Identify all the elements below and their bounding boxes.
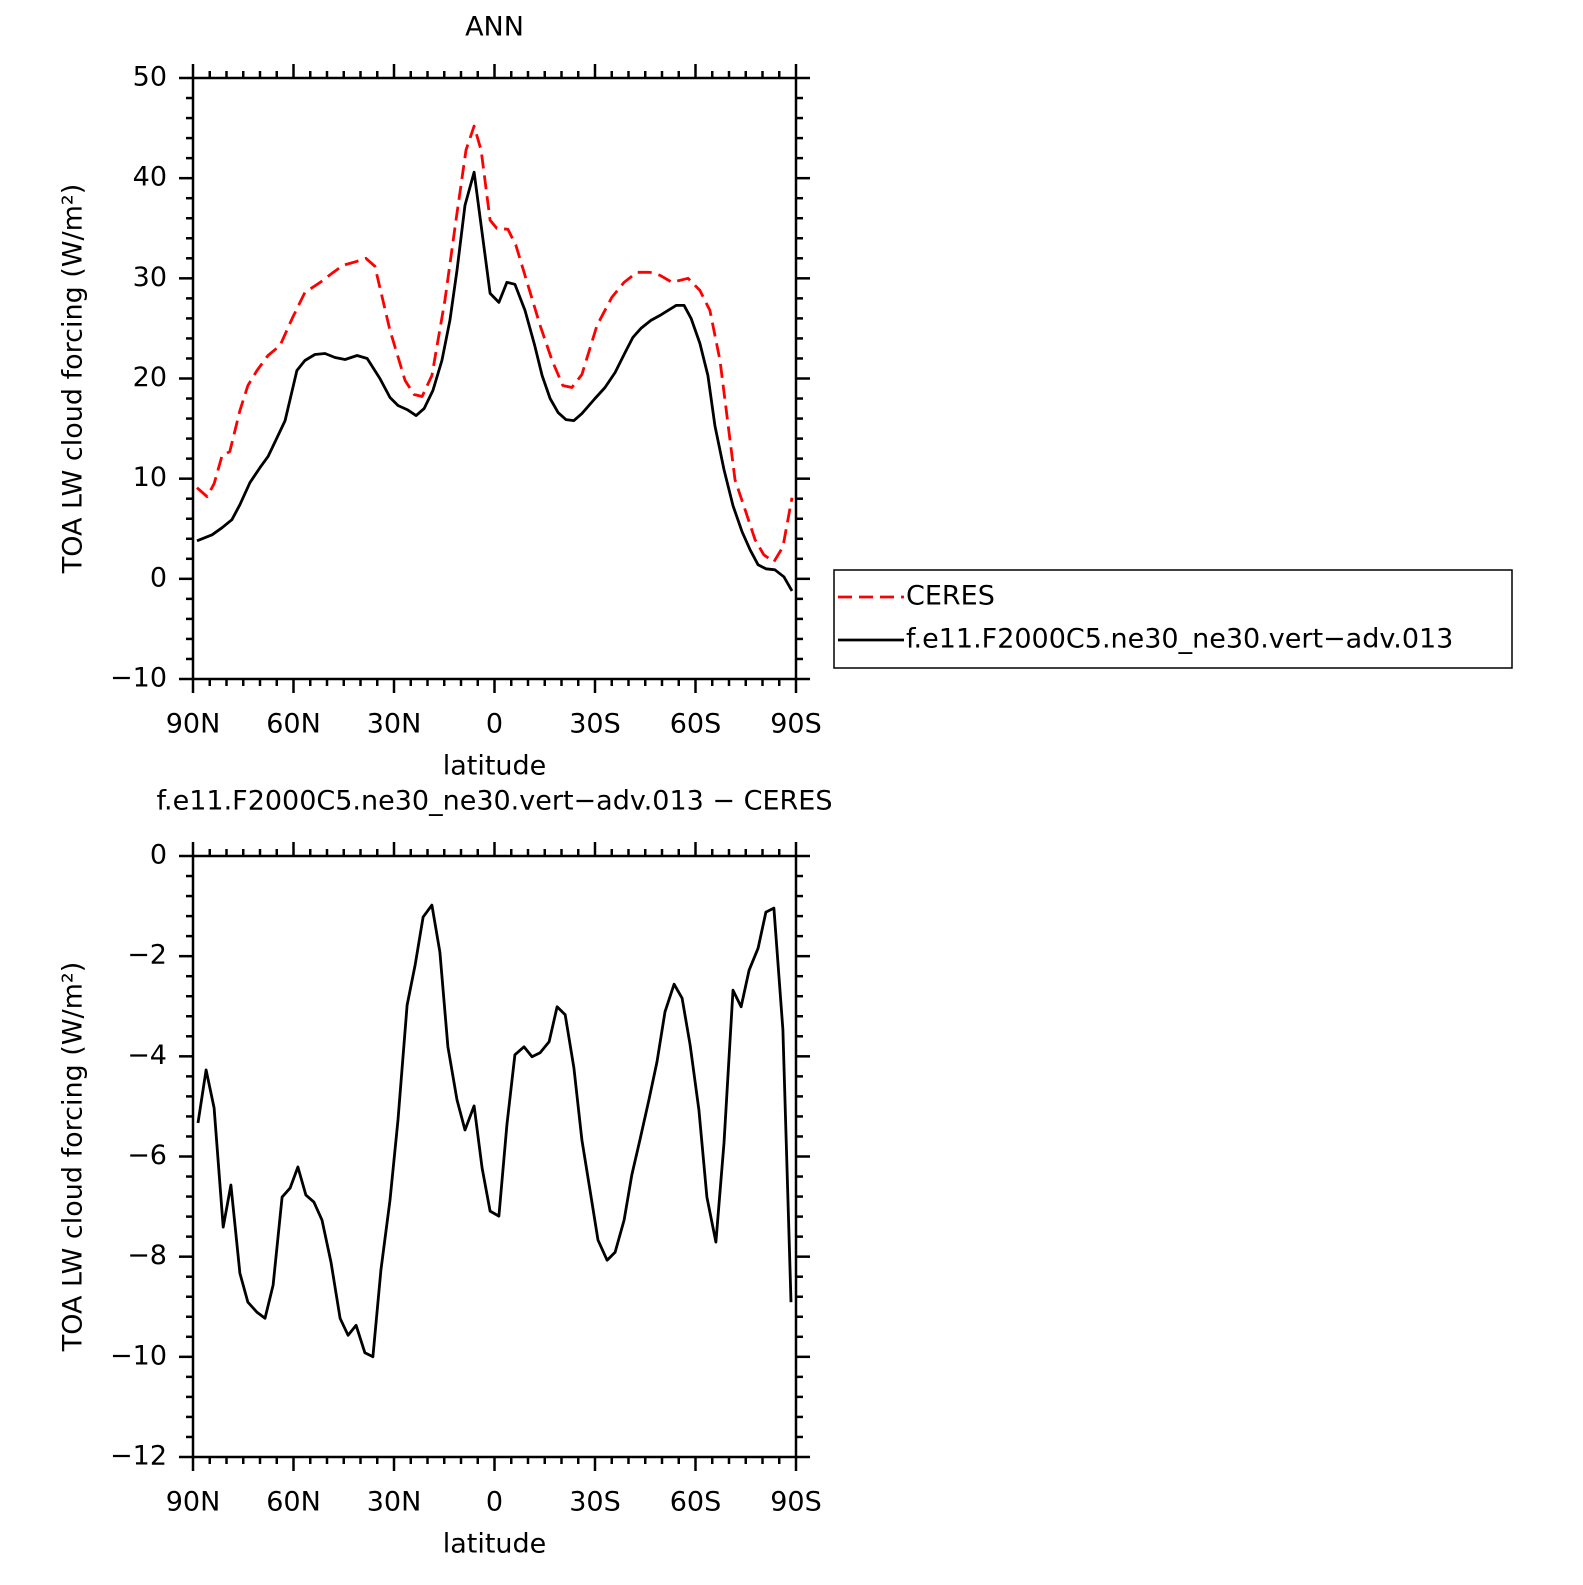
x-tick-label: 90S [770, 709, 822, 740]
x-tick-label: 60N [266, 1487, 321, 1518]
y-tick-label: −4 [127, 1040, 167, 1071]
y-tick-label: 30 [133, 262, 167, 293]
y-axis-label: TOA LW cloud forcing (W/m²) [58, 962, 89, 1353]
x-axis-label: latitude [443, 1529, 547, 1560]
y-tick-label: 0 [150, 562, 167, 593]
x-tick-label: 0 [486, 1487, 503, 1518]
x-tick-label: 30N [367, 709, 422, 740]
y-tick-label: 0 [150, 840, 167, 871]
data-line [196, 170, 794, 592]
y-axis-label: TOA LW cloud forcing (W/m²) [58, 184, 89, 575]
y-tick-label: −10 [110, 663, 167, 694]
y-tick-label: 40 [133, 162, 167, 193]
x-axis-label: latitude [443, 751, 547, 782]
y-tick-label: 50 [133, 62, 167, 93]
x-tick-label: 0 [486, 709, 503, 740]
y-tick-label: −8 [127, 1240, 167, 1271]
y-tick-label: 10 [133, 462, 167, 493]
chart-title: f.e11.F2000C5.ne30_ne30.vert−adv.013 − C… [156, 786, 832, 817]
plot-frame [191, 76, 798, 681]
y-tick-label: 20 [133, 362, 167, 393]
x-tick-label: 30S [569, 709, 621, 740]
plot-frame [191, 854, 798, 1459]
chart-title: ANN [465, 12, 524, 43]
legend-box [833, 569, 1513, 669]
x-tick-label: 90S [770, 1487, 822, 1518]
legend-label: f.e11.F2000C5.ne30_ne30.vert−adv.013 [906, 624, 1453, 655]
data-line [196, 903, 793, 1359]
x-tick-label: 60S [670, 1487, 722, 1518]
x-tick-label: 90N [166, 709, 221, 740]
data-line [196, 124, 794, 564]
y-tick-label: −6 [127, 1140, 167, 1171]
x-tick-label: 90N [166, 1487, 221, 1518]
x-tick-label: 60S [670, 709, 722, 740]
y-tick-label: −12 [110, 1441, 167, 1472]
y-tick-label: −10 [110, 1340, 167, 1371]
legend-label: CERES [906, 581, 995, 612]
x-tick-label: 60N [266, 709, 321, 740]
x-tick-label: 30S [569, 1487, 621, 1518]
y-tick-label: −2 [127, 940, 167, 971]
x-tick-label: 30N [367, 1487, 422, 1518]
